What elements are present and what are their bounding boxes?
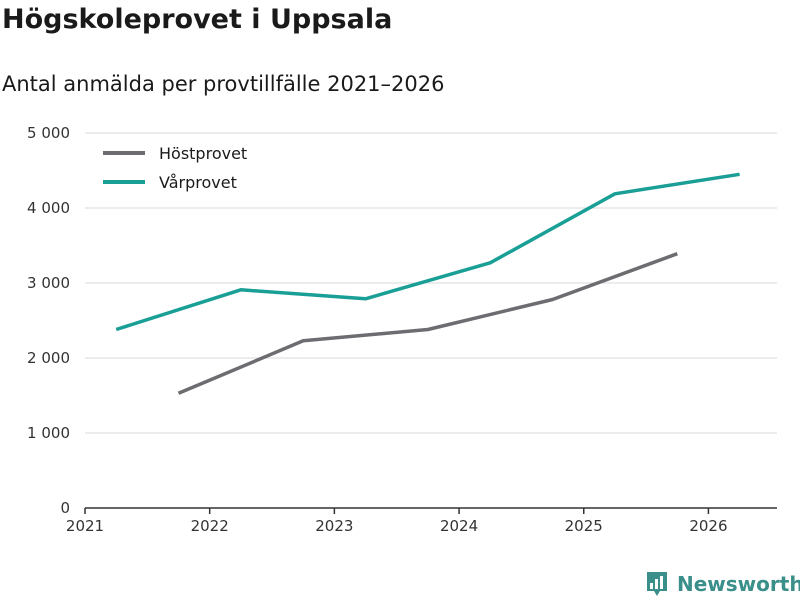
x-tick-label: 2021 (66, 517, 104, 535)
y-tick-label: 3 000 (27, 274, 70, 292)
series-line-varprovet (115, 172, 740, 332)
x-tick-label: 2022 (191, 517, 229, 535)
x-tick-label: 2024 (440, 517, 478, 535)
chart-title: Högskoleprovet i Uppsala (2, 4, 393, 35)
y-tick-label: 0 (60, 499, 70, 517)
chart-subtitle: Antal anmälda per provtillfälle 2021–202… (2, 72, 445, 96)
y-tick-label: 4 000 (27, 199, 70, 217)
y-tick-label: 1 000 (27, 424, 70, 442)
brand-logo: Newsworthy (645, 570, 800, 598)
legend-label-varprovet: Vårprovet (159, 173, 237, 192)
x-tick-label: 2023 (315, 517, 353, 535)
legend-label-hostprovet: Höstprovet (159, 144, 247, 163)
series-line-hostprovet (177, 252, 678, 395)
x-tick-label: 2025 (565, 517, 603, 535)
y-tick-label: 5 000 (27, 124, 70, 142)
y-tick-label: 2 000 (27, 349, 70, 367)
x-tick-label: 2026 (689, 517, 727, 535)
bar-chart-speech-icon (647, 572, 667, 596)
brand-name: Newsworthy (677, 572, 800, 596)
